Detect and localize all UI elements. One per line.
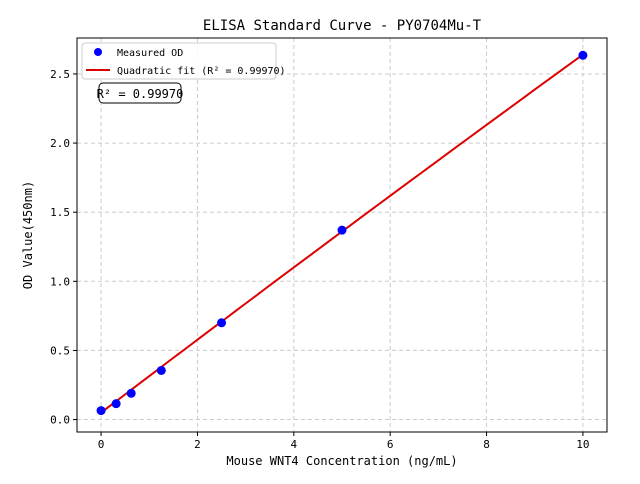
x-axis-label: Mouse WNT4 Concentration (ng/mL)	[226, 454, 457, 468]
chart-title: ELISA Standard Curve - PY0704Mu-T	[203, 18, 482, 34]
x-tick-label: 10	[576, 438, 589, 451]
data-point	[337, 225, 347, 235]
x-tick-label: 0	[98, 438, 105, 451]
legend: Measured OD Quadratic fit (R² = 0.99970)	[81, 42, 286, 80]
y-tick-label: 1.5	[50, 206, 70, 219]
legend-box	[81, 42, 277, 80]
r2-annotation: R² = 0.99970	[97, 87, 184, 101]
legend-label-measured: Measured OD	[117, 48, 183, 59]
data-point	[156, 365, 166, 375]
data-point	[111, 399, 121, 409]
y-tick-label: 1.0	[50, 275, 70, 288]
y-axis: 0.0 0.5 1.0 1.5 2.0 2.5	[50, 68, 77, 427]
y-tick-label: 2.5	[50, 68, 70, 81]
legend-marker-measured	[94, 48, 102, 56]
y-axis-label: OD Value(450nm)	[21, 181, 35, 289]
data-point	[217, 318, 227, 328]
y-tick-label: 0.5	[50, 344, 70, 357]
legend-label-fit: Quadratic fit (R² = 0.99970)	[117, 66, 286, 77]
x-tick-label: 8	[483, 438, 490, 451]
y-tick-label: 0.0	[50, 414, 70, 427]
x-tick-label: 4	[291, 438, 298, 451]
x-axis: 0 2 4 6 8 10	[98, 432, 590, 451]
plot-frame	[76, 37, 608, 433]
y-tick-label: 2.0	[50, 137, 70, 150]
points-group	[96, 50, 588, 416]
data-point	[96, 406, 106, 416]
data-point	[126, 388, 136, 398]
grid	[77, 38, 607, 432]
x-tick-label: 6	[387, 438, 394, 451]
x-tick-label: 2	[194, 438, 201, 451]
data-point	[578, 50, 588, 60]
r2-annotation-box	[98, 82, 182, 104]
